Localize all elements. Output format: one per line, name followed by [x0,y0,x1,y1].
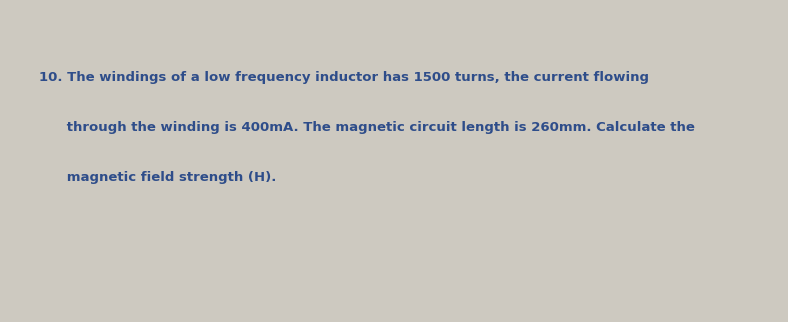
Text: 10. The windings of a low frequency inductor has 1500 turns, the current flowing: 10. The windings of a low frequency indu… [39,71,649,84]
Text: through the winding is 400mA. The magnetic circuit length is 260mm. Calculate th: through the winding is 400mA. The magnet… [39,121,695,134]
Text: magnetic field strength (H).: magnetic field strength (H). [39,171,277,184]
